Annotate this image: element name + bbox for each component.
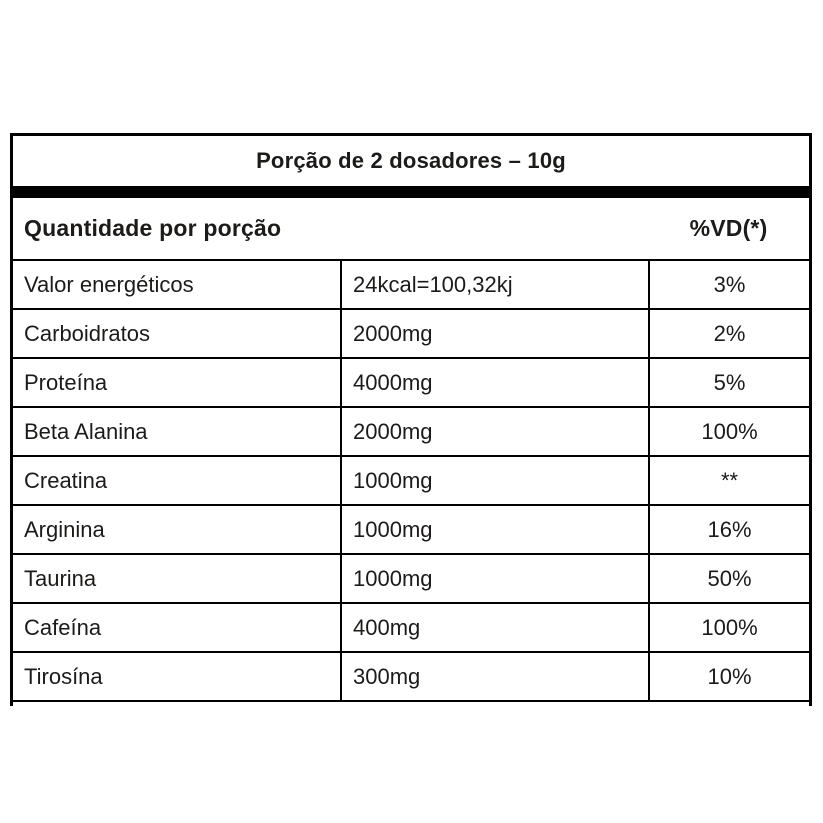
- nutrient-daily-value: 10%: [648, 653, 809, 700]
- serving-size-title: Porção de 2 dosadores – 10g: [256, 148, 566, 173]
- nutrient-daily-value: 100%: [648, 604, 809, 651]
- table-body: Valor energéticos 24kcal=100,32kj 3% Car…: [13, 261, 809, 702]
- nutrition-facts-table: Porção de 2 dosadores – 10g Quantidade p…: [10, 133, 812, 706]
- nutrient-name: Taurina: [24, 565, 97, 591]
- nutrient-amount: 4000mg: [340, 359, 648, 406]
- table-row: Carboidratos 2000mg 2%: [13, 310, 809, 359]
- table-row: Creatina 1000mg **: [13, 457, 809, 506]
- nutrient-daily-value: 3%: [648, 261, 809, 308]
- nutrient-name: Arginina: [24, 516, 105, 542]
- nutrient-daily-value: 50%: [648, 555, 809, 602]
- nutrient-name: Valor energéticos: [24, 271, 194, 297]
- nutrient-daily-value: 16%: [648, 506, 809, 553]
- divider-bar: [13, 186, 809, 198]
- nutrient-name: Proteína: [24, 369, 108, 395]
- nutrient-amount: 24kcal=100,32kj: [340, 261, 648, 308]
- nutrient-amount: 1000mg: [340, 506, 648, 553]
- nutrient-name: Creatina: [24, 467, 108, 493]
- nutrient-amount: 1000mg: [340, 457, 648, 504]
- nutrient-name: Beta Alanina: [24, 418, 148, 444]
- column-header-daily-value: %VD(*): [689, 215, 768, 241]
- nutrient-amount: 300mg: [340, 653, 648, 700]
- nutrient-daily-value: 100%: [648, 408, 809, 455]
- column-header-quantity: Quantidade por porção: [24, 215, 282, 241]
- table-row: Valor energéticos 24kcal=100,32kj 3%: [13, 261, 809, 310]
- nutrient-amount: 2000mg: [340, 408, 648, 455]
- nutrient-amount: 400mg: [340, 604, 648, 651]
- table-row: Proteína 4000mg 5%: [13, 359, 809, 408]
- nutrient-name: Cafeína: [24, 614, 102, 640]
- nutrient-daily-value: 2%: [648, 310, 809, 357]
- table-row: Taurina 1000mg 50%: [13, 555, 809, 604]
- table-row: Tirosína 300mg 10%: [13, 653, 809, 702]
- nutrient-daily-value: 5%: [648, 359, 809, 406]
- nutrient-daily-value: **: [648, 457, 809, 504]
- nutrient-name: Carboidratos: [24, 320, 150, 346]
- nutrient-name: Tirosína: [24, 663, 103, 689]
- table-row: Cafeína 400mg 100%: [13, 604, 809, 653]
- table-row: Beta Alanina 2000mg 100%: [13, 408, 809, 457]
- table-header: Quantidade por porção %VD(*): [13, 198, 809, 261]
- nutrient-amount: 1000mg: [340, 555, 648, 602]
- table-row: Arginina 1000mg 16%: [13, 506, 809, 555]
- nutrient-amount: 2000mg: [340, 310, 648, 357]
